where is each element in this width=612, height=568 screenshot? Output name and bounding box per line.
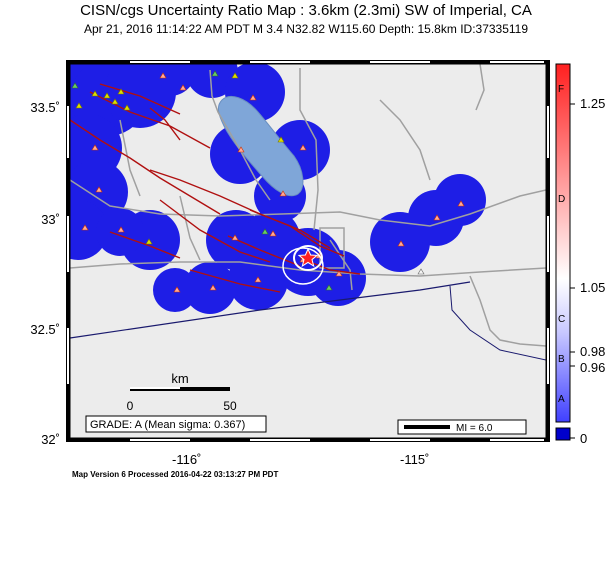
scale-start: 0 [127, 399, 134, 413]
map-footer: Map Version 6 Processed 2016-04-22 03:13… [72, 470, 279, 479]
x-tick-115: -115˚ [400, 452, 430, 467]
colorbar-value-4: 0.96 [580, 360, 605, 375]
map-title: CISN/cgs Uncertainty Ratio Map : 3.6km (… [80, 2, 532, 19]
y-tick-33: 33˚ [41, 212, 60, 227]
map-frame [66, 60, 550, 442]
international-border [70, 281, 471, 339]
state-border [449, 285, 546, 361]
road-network [70, 64, 546, 347]
colorbar-letter-a: A [558, 394, 565, 405]
station-white [417, 268, 425, 275]
grade-box: GRADE: A (Mean sigma: 0.367) [85, 415, 267, 433]
stations-green [71, 70, 333, 291]
coverage-areas [70, 64, 486, 314]
colorbar-letter-f: F [558, 84, 564, 95]
epicenter-marker [282, 245, 324, 285]
grade-text: GRADE: A (Mean sigma: 0.367) [90, 419, 245, 431]
colorbar-value-5: 0 [580, 431, 587, 446]
colorbar-value-2: 1.05 [580, 280, 605, 295]
colorbar-letter-b: B [558, 354, 565, 365]
seismic-stations [81, 72, 465, 293]
mi-legend-text: MI = 6.0 [456, 423, 493, 434]
fault-lines [70, 83, 361, 293]
scale-unit: km [171, 371, 188, 386]
colorbar-letter-d: D [558, 194, 565, 205]
colorbar: F D C B A 1.25 1.05 0.98 0.96 0 [555, 63, 605, 446]
stations-yellow [75, 72, 285, 245]
y-tick-32: 32˚ [41, 432, 60, 447]
salton-sea [217, 96, 304, 197]
colorbar-value-1: 1.25 [580, 96, 605, 111]
map-subtitle: Apr 21, 2016 11:14:22 AM PDT M 3.4 N32.8… [83, 22, 529, 36]
mi-legend: MI = 6.0 [397, 419, 527, 435]
colorbar-value-3: 0.98 [580, 344, 605, 359]
scale-bar: km 0 50 [127, 371, 237, 413]
x-tick-116: -116˚ [172, 452, 202, 467]
map-area [70, 64, 546, 438]
y-tick-33-5: 33.5˚ [30, 100, 60, 115]
scale-end: 50 [223, 399, 237, 413]
colorbar-letter-c: C [558, 314, 565, 325]
y-tick-32-5: 32.5˚ [30, 322, 60, 337]
